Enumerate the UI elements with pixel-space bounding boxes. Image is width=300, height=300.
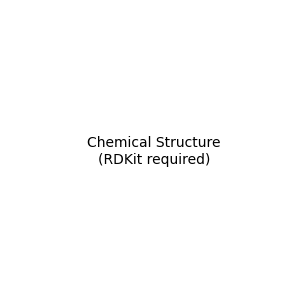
Text: Chemical Structure
(RDKit required): Chemical Structure (RDKit required) [87,136,220,166]
